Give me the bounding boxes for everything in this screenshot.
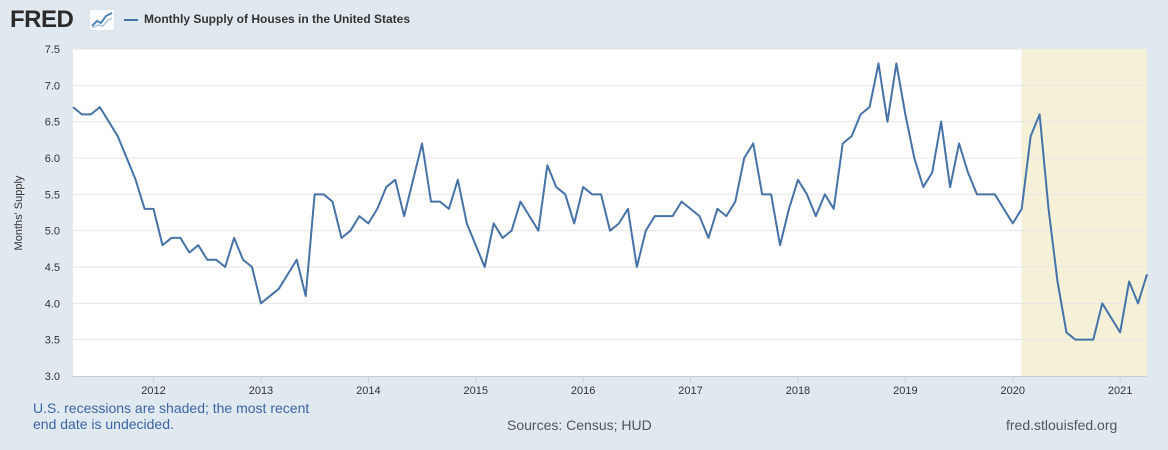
recession-note: U.S. recessions are shaded; the most rec… xyxy=(33,400,310,432)
y-tick-label: 3.5 xyxy=(45,335,60,347)
x-tick-label: 2012 xyxy=(141,385,165,397)
sources-text: Sources: Census; HUD xyxy=(507,417,652,433)
x-tick-label: 2015 xyxy=(464,385,488,397)
x-tick-label: 2016 xyxy=(571,385,595,397)
y-tick-label: 4.5 xyxy=(45,262,60,274)
site-link[interactable]: fred.stlouisfed.org xyxy=(1006,417,1118,433)
series-line xyxy=(72,62,1148,341)
y-tick-label: 6.5 xyxy=(45,117,60,129)
legend-swatch xyxy=(124,19,138,21)
x-tick-label: 2018 xyxy=(786,385,810,397)
y-tick-label: 3.0 xyxy=(45,371,60,383)
x-tick-label: 2014 xyxy=(356,385,380,397)
chart-header: FRED Monthly Supply of Houses in the Uni… xyxy=(0,0,1168,42)
y-tick-label: 7.0 xyxy=(45,80,60,92)
x-tick-label: 2019 xyxy=(893,385,917,397)
x-tick-label: 2020 xyxy=(1001,385,1025,397)
y-tick-label: 5.0 xyxy=(45,226,60,238)
y-tick-label: 5.5 xyxy=(45,189,60,201)
plot-area xyxy=(73,49,1147,376)
chart-line-icon xyxy=(89,9,115,31)
x-tick-label: 2017 xyxy=(678,385,702,397)
legend-label: Monthly Supply of Houses in the United S… xyxy=(144,12,411,26)
line-chart: 3.0 3.5 4.0 4.5 5.0 5.5 6.0 6.5 7.0 7.5 2012 2013 20… xyxy=(45,44,1148,397)
y-axis-label: Months' Supply xyxy=(13,175,25,251)
recession-shade xyxy=(1021,49,1147,376)
x-tick-label: 2021 xyxy=(1108,385,1132,397)
y-tick-label: 4.0 xyxy=(45,298,60,310)
y-tick-label: 7.5 xyxy=(45,44,60,56)
y-tick-label: 6.0 xyxy=(45,153,60,165)
x-tick-label: 2013 xyxy=(249,385,273,397)
fred-logo[interactable]: FRED xyxy=(10,6,74,33)
